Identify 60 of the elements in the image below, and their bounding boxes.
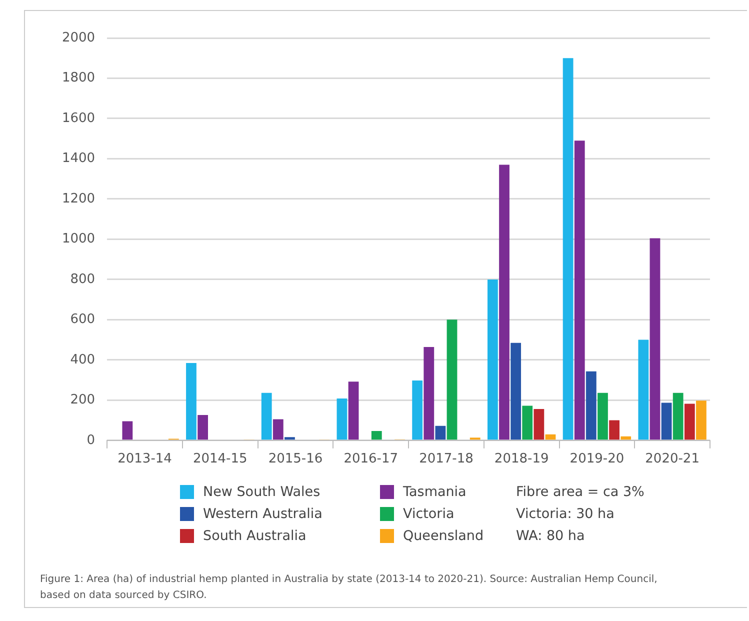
bar bbox=[598, 392, 608, 440]
y-tick-label: 0 bbox=[86, 432, 96, 448]
bar bbox=[499, 164, 510, 440]
bar bbox=[446, 320, 458, 440]
bar bbox=[371, 430, 382, 440]
x-tick-label: 2018-19 bbox=[494, 452, 549, 467]
legend-label: Victoria bbox=[403, 506, 454, 522]
bar bbox=[638, 340, 649, 440]
y-tick-label: 400 bbox=[70, 352, 96, 368]
bar bbox=[562, 58, 574, 440]
bar bbox=[424, 347, 434, 440]
bar bbox=[661, 402, 672, 440]
x-tick-label: 2013-14 bbox=[118, 452, 172, 467]
bar bbox=[348, 382, 359, 440]
x-tick-label: 2015-16 bbox=[268, 452, 323, 467]
bar bbox=[534, 409, 544, 440]
text: Fibre area = ca 3% bbox=[516, 484, 646, 500]
bar bbox=[412, 380, 423, 440]
x-tick-label: 2019-20 bbox=[570, 452, 624, 467]
bar bbox=[650, 238, 660, 440]
legend-label: Tasmania bbox=[403, 484, 466, 500]
x-tick-label: 2016-17 bbox=[344, 452, 398, 467]
text: Victoria: 30 ha bbox=[516, 506, 616, 522]
bar bbox=[272, 419, 284, 440]
bar bbox=[261, 392, 272, 440]
bar bbox=[198, 415, 208, 440]
x-tick-label: 2017-18 bbox=[419, 452, 474, 467]
bar bbox=[435, 426, 446, 440]
y-tick-label: 1200 bbox=[62, 191, 96, 206]
bar bbox=[522, 406, 533, 440]
y-tick-label: 600 bbox=[70, 312, 96, 328]
y-tick-label: 200 bbox=[70, 392, 96, 408]
legend-label: Western Australia bbox=[203, 506, 322, 522]
bar bbox=[586, 371, 596, 440]
bar bbox=[336, 398, 348, 440]
y-tick-label: 1600 bbox=[62, 110, 96, 126]
legend-label: South Australia bbox=[203, 528, 306, 544]
y-tick-label: 1400 bbox=[62, 151, 96, 166]
y-tick-label: 1000 bbox=[62, 232, 96, 247]
bar bbox=[620, 436, 632, 440]
caption: Figure 1: Area (ha) of industrial hemp planted in Australia by state (2013-14 to 2020-21). Source: Australian Hemp Council, based on data sourced by CSIRO. bbox=[40, 573, 658, 603]
text: WA: 80 ha bbox=[516, 528, 586, 544]
bar bbox=[574, 140, 585, 440]
bar bbox=[284, 437, 295, 440]
bar bbox=[186, 362, 196, 440]
bar bbox=[488, 279, 498, 440]
bar bbox=[696, 400, 706, 440]
x-tick-label: 2014-15 bbox=[192, 452, 248, 467]
x-tick-label: 2020-21 bbox=[645, 452, 700, 467]
bar bbox=[122, 421, 133, 440]
bar bbox=[672, 392, 684, 440]
y-tick-label: 800 bbox=[70, 272, 96, 287]
bar bbox=[510, 342, 522, 440]
legend-label: New South Wales bbox=[203, 484, 320, 500]
y-tick-label: 1800 bbox=[62, 70, 96, 86]
bar bbox=[684, 404, 695, 440]
y-tick-label: 2000 bbox=[62, 30, 96, 46]
bar bbox=[545, 434, 556, 440]
bar bbox=[609, 420, 620, 440]
legend-label: Queensland bbox=[403, 528, 484, 544]
